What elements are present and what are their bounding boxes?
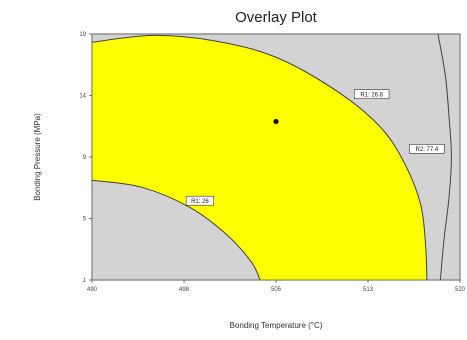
y-tick-label: 19 bbox=[79, 32, 86, 38]
x-tick-label: 490 bbox=[87, 287, 98, 293]
x-tick-label: 505 bbox=[271, 287, 282, 293]
x-tick-label: 498 bbox=[179, 287, 190, 293]
contour-label-box bbox=[185, 195, 215, 206]
y-tick-label: 5 bbox=[83, 217, 87, 223]
axes-layer: 490 498 505 513 520 1 5 9 14 19 bbox=[79, 32, 465, 293]
contours-layer bbox=[91, 33, 452, 281]
contour-label-2: R1: 26 bbox=[185, 195, 215, 206]
y-tick-label: 9 bbox=[83, 155, 87, 161]
contour-label-text: R1: 26.8 bbox=[360, 92, 383, 98]
regions-layer bbox=[92, 34, 460, 280]
contour-label-3: R2: 77.4 bbox=[409, 144, 445, 154]
feasible-region bbox=[92, 35, 427, 280]
y-tick-label: 1 bbox=[83, 278, 87, 284]
points-layer bbox=[273, 118, 279, 125]
contour-label-box bbox=[409, 144, 445, 154]
contour-line-2 bbox=[91, 179, 261, 281]
contour-labels-layer: R1: 26.8 R1: 26 R2: 77.4 bbox=[185, 89, 445, 206]
contour-label-text: R1: 26 bbox=[191, 199, 209, 205]
x-tick-label: 513 bbox=[363, 287, 374, 293]
y-axis-label: Bonding Pressure (MPa) bbox=[33, 113, 42, 201]
contour-label-text: R2: 77.4 bbox=[416, 147, 439, 153]
chart-title: Overlay Plot bbox=[235, 9, 318, 26]
x-axis-label: Bonding Temperature (°C) bbox=[230, 321, 323, 330]
contour-line-3 bbox=[437, 33, 452, 281]
contour-label-1: R1: 26.8 bbox=[353, 89, 390, 99]
contour-line-1 bbox=[91, 34, 428, 281]
contour-label-box bbox=[353, 89, 390, 99]
y-tick-label: 14 bbox=[79, 94, 86, 100]
optimum-point bbox=[273, 118, 279, 125]
x-tick-label: 520 bbox=[455, 287, 466, 293]
